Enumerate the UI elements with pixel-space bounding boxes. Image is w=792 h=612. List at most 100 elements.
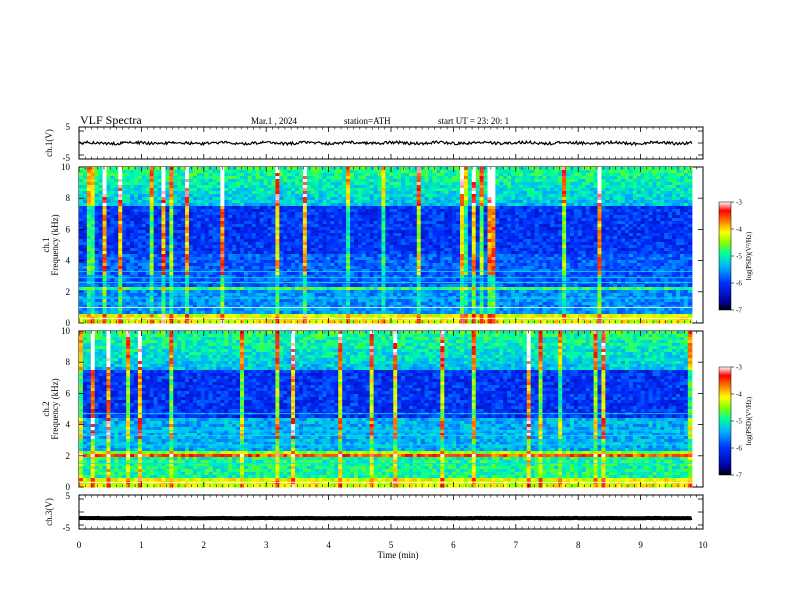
spectrogram-cell [546, 215, 551, 219]
spectrogram-cell [314, 176, 320, 180]
spectrogram-cell [503, 233, 508, 237]
spectrogram-cell [106, 245, 112, 249]
spectrogram-cell [350, 182, 355, 186]
spectrogram-cell [401, 179, 406, 183]
spectrogram-cell [271, 254, 276, 258]
spectrogram-cell [342, 215, 347, 219]
spectrogram-cell [318, 224, 324, 228]
spectrogram-cell [460, 239, 465, 243]
spectrogram-cell [106, 170, 112, 174]
spectrogram-cell [507, 200, 512, 204]
spectrogram-cell [463, 221, 469, 225]
spectrogram-cell [397, 179, 402, 183]
spectrogram-cell [573, 209, 579, 213]
spectrogram-cell [126, 212, 131, 216]
spectrogram-cell [408, 257, 414, 261]
spectrogram-cell [405, 188, 410, 192]
spectrogram-cell [605, 215, 610, 219]
spectrogram-cell [295, 233, 300, 237]
spectrogram-cell [118, 188, 123, 192]
spectrogram-cell [456, 176, 461, 180]
spectrogram-cell [255, 173, 261, 177]
spectrogram-cell [460, 197, 465, 201]
spectrogram-cell [570, 227, 575, 231]
spectrogram-cell [656, 167, 661, 171]
spectrogram-cell [122, 251, 127, 255]
spectrogram-cell [122, 239, 127, 243]
spectrogram-cell [676, 230, 681, 234]
spectrogram-cell [86, 221, 92, 225]
spectrogram-cell [365, 221, 371, 225]
spectrogram-cell [141, 194, 147, 198]
spectrogram-cell [687, 173, 693, 177]
spectrogram-cell [436, 218, 441, 222]
spectrogram-cell [240, 188, 245, 192]
spectrogram-cell [185, 182, 190, 186]
spectrogram-cell [216, 215, 222, 219]
spectrogram-cell [228, 233, 233, 237]
spectrogram-cell [338, 221, 343, 225]
spectrogram-cell [318, 209, 324, 213]
ch1-ytick-bottom: -5 [63, 153, 71, 163]
spectrogram-cell [613, 236, 618, 240]
spectrogram-cell [589, 209, 595, 213]
spectrogram-cell [169, 254, 174, 258]
spectrogram-cell [353, 248, 359, 252]
spectrogram-cell [589, 212, 595, 216]
spectrogram-cell [389, 218, 394, 222]
spectrogram-cell [428, 167, 434, 171]
spectrogram-cell [511, 212, 516, 216]
spectrogram-cell [212, 224, 218, 228]
spectrogram-cell [126, 242, 131, 246]
spectrogram-cell [361, 236, 367, 240]
spectrogram-cell [326, 227, 331, 231]
spectrogram-cell [133, 188, 139, 192]
spectrogram-cell [322, 212, 328, 216]
spectrogram-cell [660, 170, 665, 174]
spectrogram-cell [157, 212, 163, 216]
spectrogram-cell [130, 182, 135, 186]
spectrogram-cell [196, 260, 202, 264]
spectrogram-cell [82, 179, 88, 183]
spectrogram-cell [177, 200, 182, 204]
spectrogram-cell [369, 173, 375, 177]
spectrogram-cell [577, 230, 583, 234]
spectrogram-cell [259, 257, 265, 261]
spectrogram-cell [196, 239, 202, 243]
spectrogram-cell [656, 248, 661, 252]
spectrogram-cell [228, 221, 233, 225]
spectrogram-cell [141, 212, 147, 216]
spectrogram-cell [460, 167, 465, 171]
spectrogram-cell [192, 248, 198, 252]
spectrogram-cell [534, 170, 540, 174]
spectrogram-cell [428, 233, 434, 237]
spectrogram-cell [240, 239, 245, 243]
spectrogram-cell [247, 242, 253, 246]
spectrogram-cell [149, 260, 155, 264]
spectrogram-cell [507, 230, 512, 234]
spectrogram-cell [401, 254, 406, 258]
spectrogram-cell [220, 230, 225, 234]
spectrogram-cell [216, 245, 222, 249]
spectrogram-cell [491, 197, 496, 201]
spectrogram-cell [98, 179, 104, 183]
spectrogram-cell [346, 239, 351, 243]
spectrogram-cell [389, 197, 394, 201]
spectrogram-cell [660, 173, 665, 177]
spectrogram-cell [220, 188, 225, 192]
spectrogram-cell [145, 206, 151, 210]
spectrogram-cell [428, 260, 434, 264]
spectrogram-cell [597, 188, 603, 192]
spectrogram-cell [271, 206, 276, 210]
spectrogram-cell [247, 254, 253, 258]
spectrogram-cell [157, 170, 163, 174]
spectrogram-cell [605, 230, 610, 234]
spectrogram-cell [196, 212, 202, 216]
spectrogram-cell [518, 197, 524, 201]
spectrogram-cell [683, 188, 689, 192]
spectrogram-cell [640, 221, 646, 225]
spectrogram-cell [79, 239, 84, 243]
spectrogram-cell [133, 194, 139, 198]
spectrogram-cell [251, 203, 257, 207]
spectrogram-cell [577, 254, 583, 258]
